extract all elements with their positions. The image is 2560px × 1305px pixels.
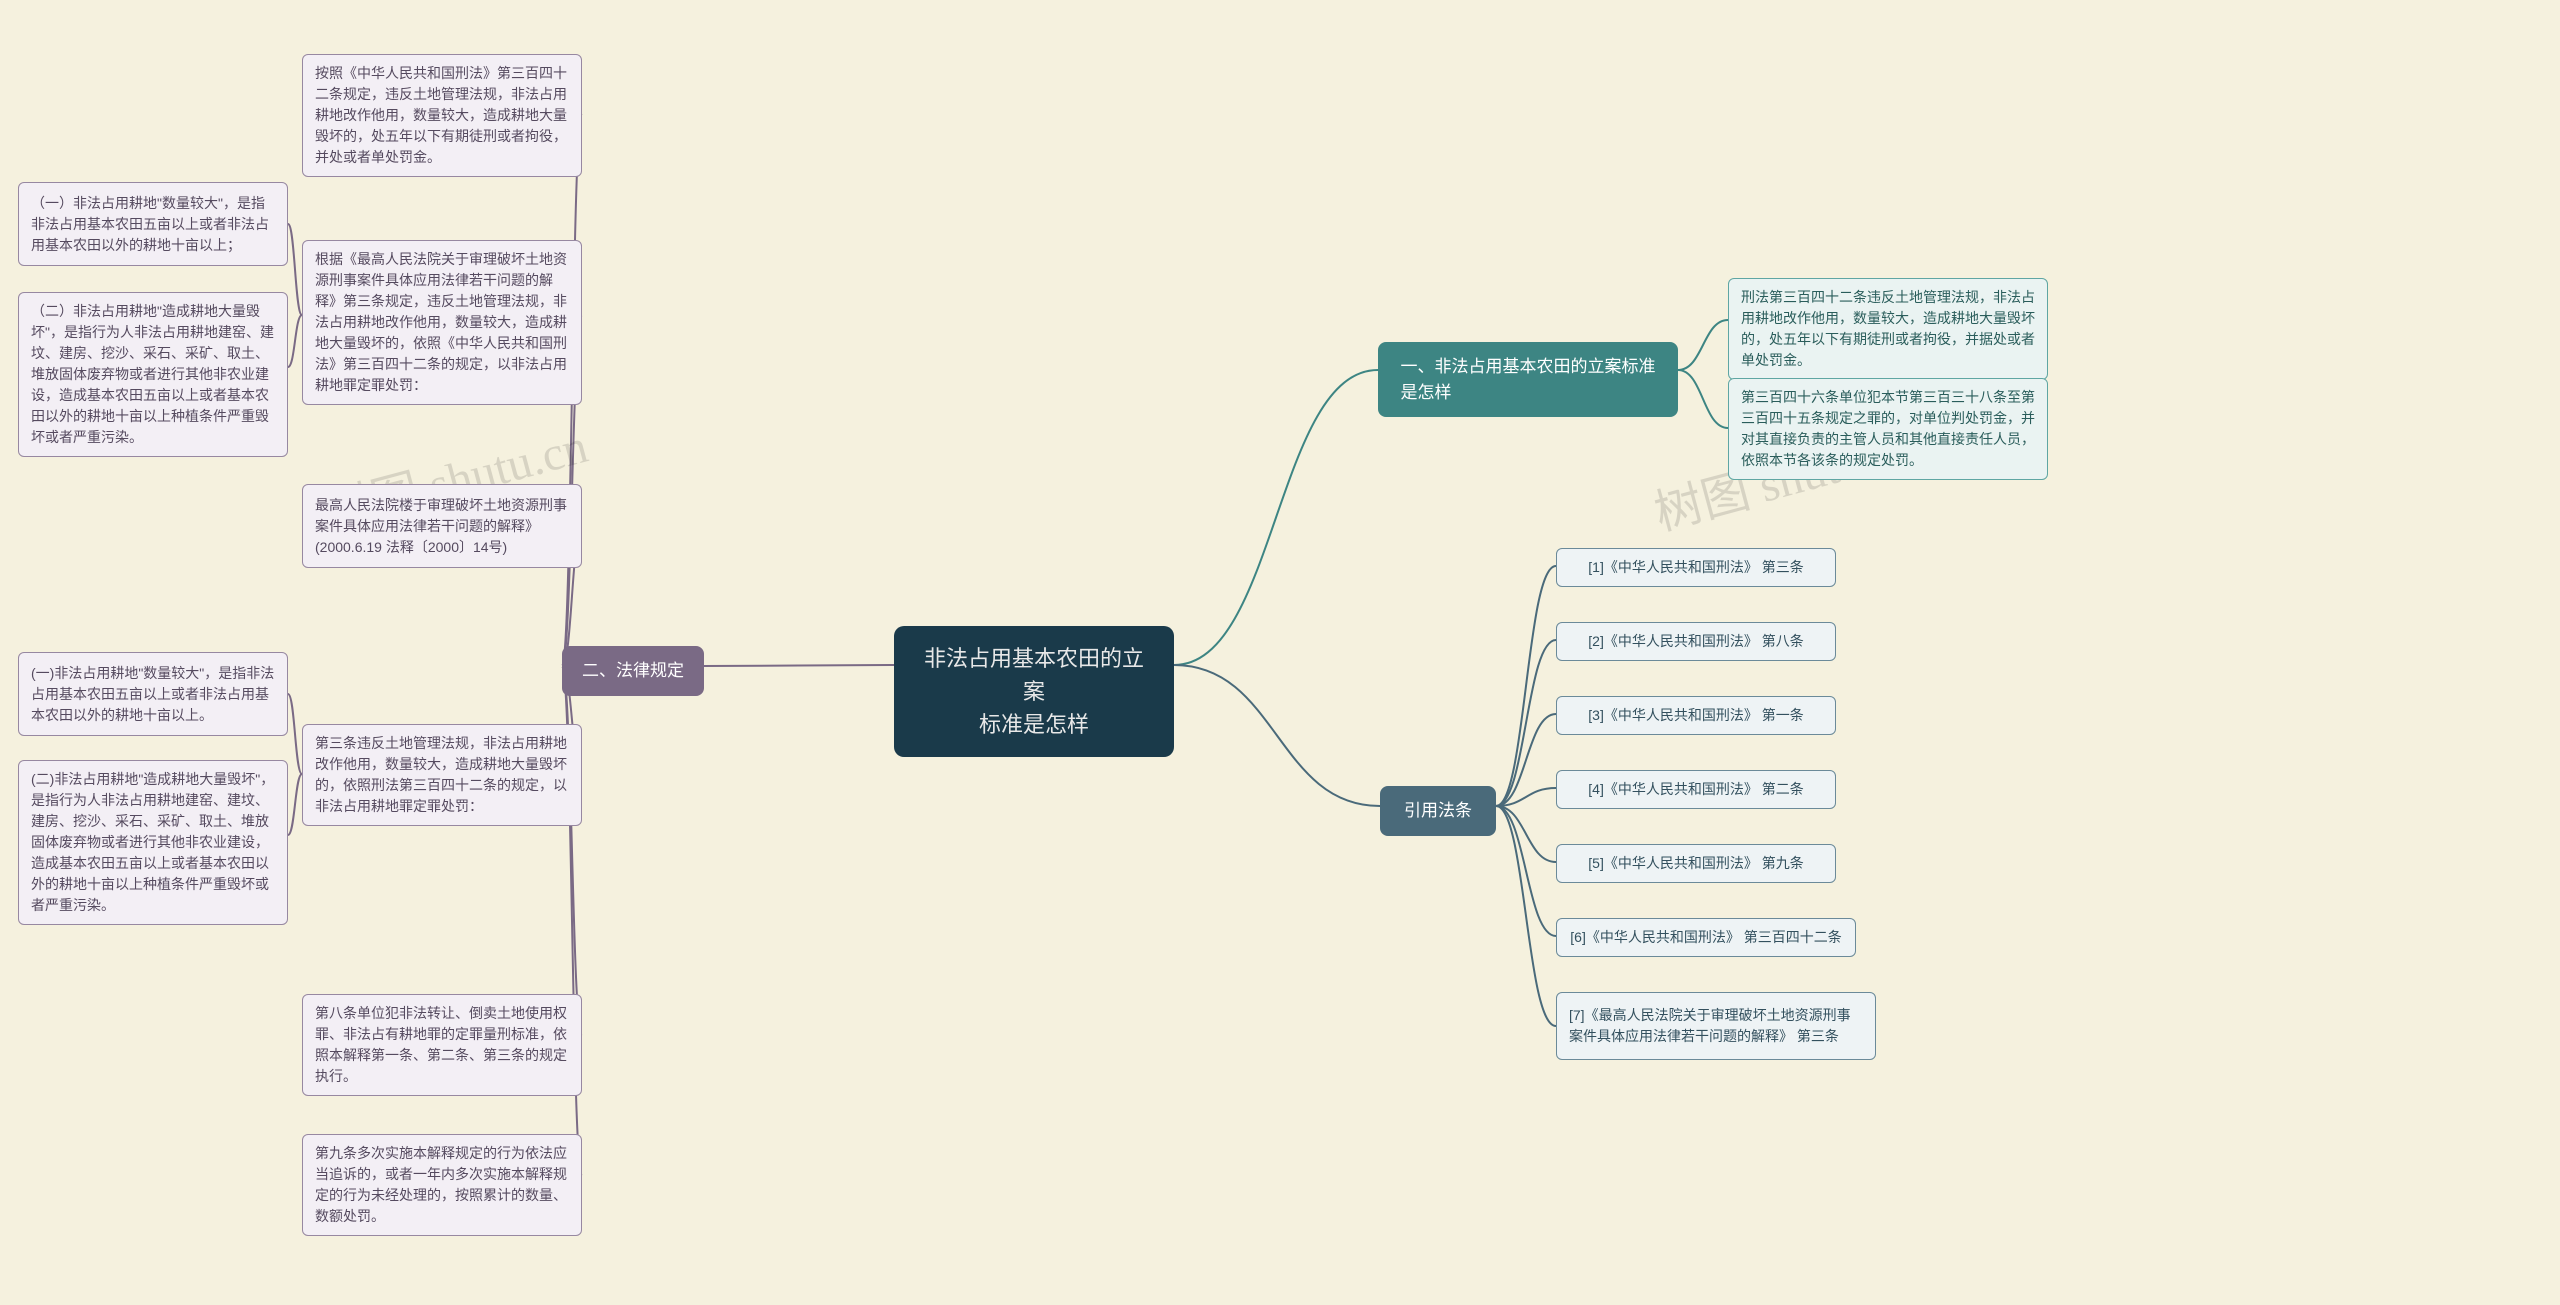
- leaf-node: 第八条单位犯非法转让、倒卖土地使用权罪、非法占有耕地罪的定罪量刑标准，依照本解释…: [302, 994, 582, 1096]
- leaf-node: [5]《中华人民共和国刑法》 第九条: [1556, 844, 1836, 883]
- branch-node: 引用法条: [1380, 786, 1496, 836]
- branch-node: 二、法律规定: [562, 646, 704, 696]
- leaf-node: [4]《中华人民共和国刑法》 第二条: [1556, 770, 1836, 809]
- branch-node: 一、非法占用基本农田的立案标准 是怎样: [1378, 342, 1678, 417]
- leaf-node: [7]《最高人民法院关于审理破坏土地资源刑事案件具体应用法律若干问题的解释》 第…: [1556, 992, 1876, 1060]
- leaf-node: 最高人民法院楼于审理破坏土地资源刑事案件具体应用法律若干问题的解释》(2000.…: [302, 484, 582, 568]
- subleaf-node: (一)非法占用耕地"数量较大"，是指非法占用基本农田五亩以上或者非法占用基本农田…: [18, 652, 288, 736]
- leaf-node: 第三百四十六条单位犯本节第三百三十八条至第三百四十五条规定之罪的，对单位判处罚金…: [1728, 378, 2048, 480]
- leaf-node: 第三条违反土地管理法规，非法占用耕地改作他用，数量较大，造成耕地大量毁坏的，依照…: [302, 724, 582, 826]
- leaf-node: [1]《中华人民共和国刑法》 第三条: [1556, 548, 1836, 587]
- subleaf-node: （二）非法占用耕地"造成耕地大量毁坏"，是指行为人非法占用耕地建窑、建坟、建房、…: [18, 292, 288, 457]
- subleaf-node: （一）非法占用耕地"数量较大"，是指非法占用基本农田五亩以上或者非法占用基本农田…: [18, 182, 288, 266]
- leaf-node: 按照《中华人民共和国刑法》第三百四十二条规定，违反土地管理法规，非法占用耕地改作…: [302, 54, 582, 177]
- leaf-node: 刑法第三百四十二条违反土地管理法规，非法占用耕地改作他用，数量较大，造成耕地大量…: [1728, 278, 2048, 380]
- leaf-node: 第九条多次实施本解释规定的行为依法应当追诉的，或者一年内多次实施本解释规定的行为…: [302, 1134, 582, 1236]
- leaf-node: [3]《中华人民共和国刑法》 第一条: [1556, 696, 1836, 735]
- center-node: 非法占用基本农田的立案 标准是怎样: [894, 626, 1174, 757]
- subleaf-node: (二)非法占用耕地"造成耕地大量毁坏"，是指行为人非法占用耕地建窑、建坟、建房、…: [18, 760, 288, 925]
- leaf-node: 根据《最高人民法院关于审理破坏土地资源刑事案件具体应用法律若干问题的解释》第三条…: [302, 240, 582, 405]
- connector-layer: [0, 0, 2560, 1305]
- leaf-node: [2]《中华人民共和国刑法》 第八条: [1556, 622, 1836, 661]
- leaf-node: [6]《中华人民共和国刑法》 第三百四十二条: [1556, 918, 1856, 957]
